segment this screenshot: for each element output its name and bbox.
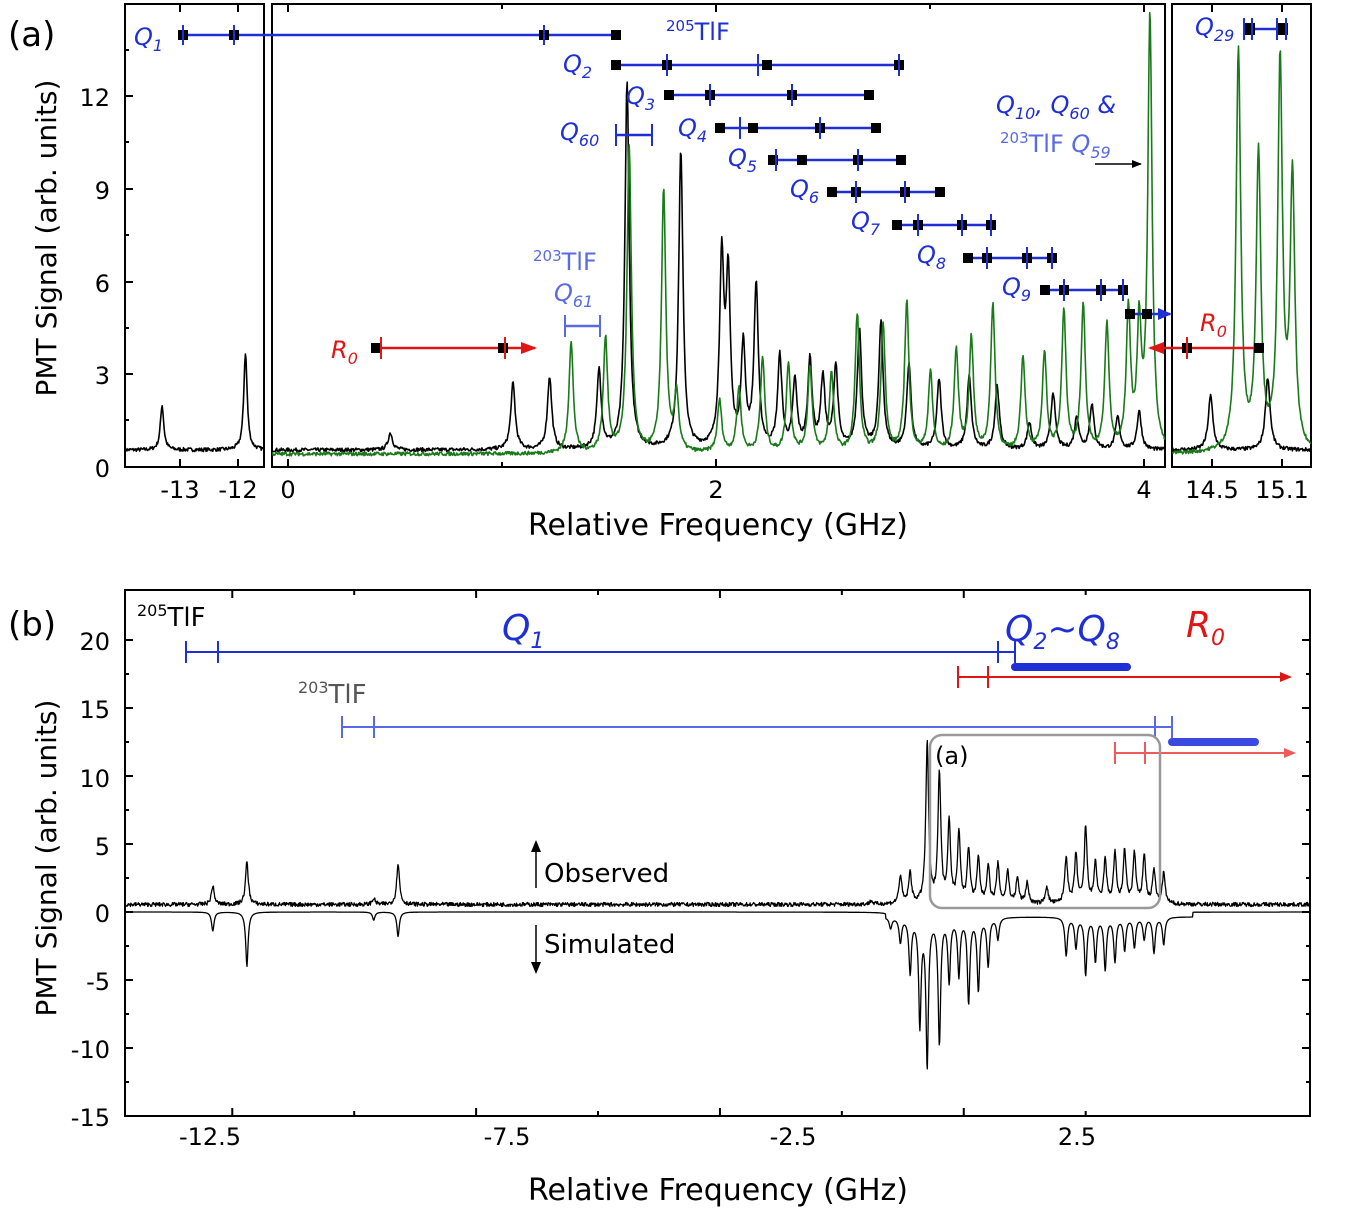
a-left-xtick: -12 bbox=[218, 476, 257, 504]
a-label-Q10-Q60: Q10, Q60 & bbox=[996, 91, 1116, 123]
b-ytick-label: 20 bbox=[79, 628, 110, 656]
a-ytick-label: 0 bbox=[95, 455, 110, 483]
panel-a: (a) PMT Signal (arb. units) 0 3 6 9 12 -… bbox=[8, 3, 1312, 543]
a-label-Q6: Q6 bbox=[790, 175, 819, 207]
simulated-trace bbox=[125, 911, 1310, 1070]
b-xtick-label: -7.5 bbox=[484, 1123, 531, 1151]
b-label-205tlf: 205TlF bbox=[137, 601, 206, 633]
panel-b-ylabel: PMT Signal (arb. units) bbox=[30, 700, 63, 1017]
a-mid-xtick: 0 bbox=[280, 476, 295, 504]
a-right-xtick-marks bbox=[1211, 4, 1283, 467]
b-xtick-label: 2.5 bbox=[1058, 1123, 1096, 1151]
b-ytick-label: 5 bbox=[95, 833, 110, 861]
b-ytick-label: -15 bbox=[71, 1104, 110, 1132]
a-left-xtick: -13 bbox=[160, 476, 199, 504]
a-ytick-label: 3 bbox=[95, 362, 110, 390]
panel-a-traces bbox=[125, 11, 1311, 457]
b-label-R0: R0 bbox=[1186, 605, 1225, 651]
observed-trace bbox=[125, 739, 1310, 908]
b-xtick-label: -2.5 bbox=[770, 1123, 817, 1151]
panel-b-label: (b) bbox=[8, 605, 56, 645]
b-ytick-label: -5 bbox=[86, 968, 110, 996]
a-right-xtick: 15.1 bbox=[1255, 476, 1308, 504]
a-label-R0-left: R0 bbox=[331, 336, 358, 368]
b-ytick-label: 15 bbox=[79, 696, 110, 724]
b-label-simulated: Simulated bbox=[544, 930, 675, 960]
b-label-Q1: Q1 bbox=[502, 608, 544, 654]
a-mid-xtick-marks bbox=[287, 4, 1145, 467]
a-mid-xtick: 4 bbox=[1136, 476, 1151, 504]
a-label-205tlf: 205TlF bbox=[666, 17, 730, 46]
b-inset-box bbox=[928, 733, 1162, 910]
b-label-Q2-Q8: Q2~Q8 bbox=[1005, 609, 1120, 655]
a-label-Q5: Q5 bbox=[728, 144, 757, 176]
panel-b-traces bbox=[125, 739, 1310, 1070]
a-mid-xtick: 2 bbox=[708, 476, 723, 504]
b-ytick-label: -10 bbox=[71, 1036, 110, 1064]
green-trace bbox=[272, 11, 1165, 457]
b-label-203tlf: 203TlF bbox=[298, 678, 367, 710]
a-ytick-label: 12 bbox=[79, 84, 110, 112]
panel-a-ylabel: PMT Signal (arb. units) bbox=[30, 80, 63, 397]
panel-a-yticks: 0 3 6 9 12 bbox=[79, 84, 110, 483]
a-left-xtick-marks bbox=[179, 4, 239, 467]
b-xtick-label: -12.5 bbox=[179, 1123, 241, 1151]
panel-a-label: (a) bbox=[8, 15, 55, 55]
a-left-frame bbox=[124, 3, 265, 468]
a-label-203-Q59: 203TlF Q59 bbox=[1000, 129, 1111, 162]
a-label-Q9: Q9 bbox=[1002, 273, 1031, 305]
a-label-Q29: Q29 bbox=[1195, 13, 1234, 45]
a-ytick-label: 9 bbox=[95, 177, 110, 205]
observed-trace bbox=[125, 353, 264, 453]
a-label-Q3: Q3 bbox=[626, 82, 655, 114]
b-ytick-label: 10 bbox=[79, 765, 110, 793]
a-ytick-label: 6 bbox=[95, 270, 110, 298]
green-trace bbox=[1172, 45, 1311, 455]
a-label-R0-right: R0 bbox=[1200, 309, 1227, 341]
a-label-Q4: Q4 bbox=[678, 114, 707, 146]
b-ytick-label: 0 bbox=[95, 900, 110, 928]
a-label-Q60: Q60 bbox=[560, 118, 599, 150]
a-ytick-marks bbox=[125, 49, 133, 468]
observed-trace bbox=[1172, 378, 1311, 453]
a-right-frame bbox=[1171, 3, 1312, 468]
a-label-203tlf: 203TlF bbox=[533, 247, 597, 276]
panel-a-xlabel: Relative Frequency (GHz) bbox=[528, 508, 908, 543]
a-right-xtick: 14.5 bbox=[1185, 476, 1238, 504]
a-label-Q61: Q61 bbox=[554, 279, 593, 311]
a-label-Q8: Q8 bbox=[917, 241, 946, 273]
a-label-Q1: Q1 bbox=[134, 23, 163, 55]
panel-b: (b) PMT Signal (arb. units) 20 15 10 5 0… bbox=[8, 589, 1311, 1208]
b-tick-marks bbox=[125, 590, 1310, 1117]
b-label-observed: Observed bbox=[544, 859, 669, 889]
a-label-Q7: Q7 bbox=[851, 207, 881, 239]
panel-b-annotations: 205TlF Q1 Q2~Q8 R0 203TlF (a) Observed S… bbox=[137, 601, 1296, 974]
panel-b-yticks: 20 15 10 5 0 -5 -10 -15 bbox=[71, 628, 110, 1132]
observed-trace bbox=[272, 81, 1165, 453]
a-mid-frame bbox=[271, 3, 1166, 468]
b-frame bbox=[124, 589, 1311, 1117]
a-label-Q2: Q2 bbox=[563, 50, 592, 82]
panel-b-xlabel: Relative Frequency (GHz) bbox=[528, 1173, 908, 1208]
panel-a-annotations: Q1 205TlF Q2 Q3 Q60 Q4 Q5 bbox=[134, 13, 1288, 368]
b-inset-label: (a) bbox=[935, 742, 968, 770]
